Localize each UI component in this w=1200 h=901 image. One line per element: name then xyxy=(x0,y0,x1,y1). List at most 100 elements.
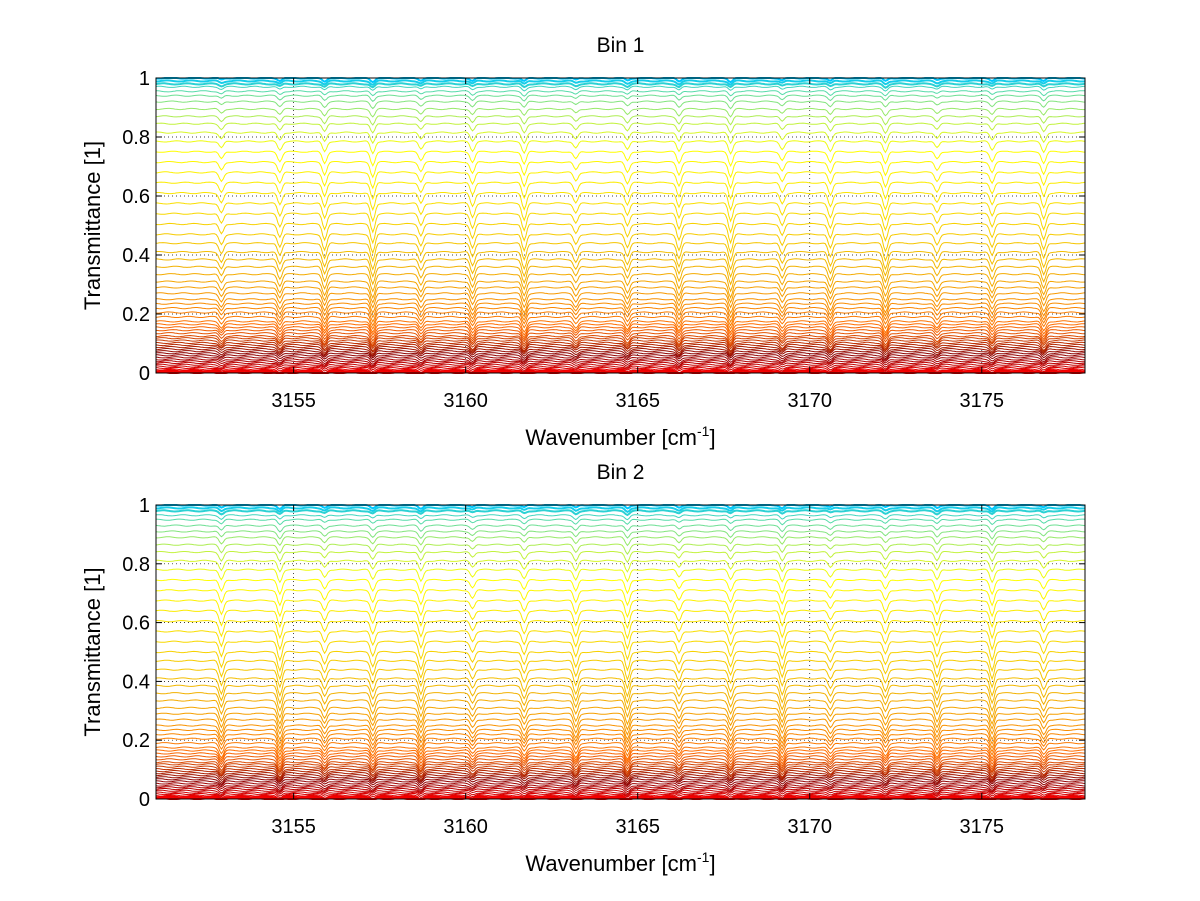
y-tick-label: 0.6 xyxy=(122,186,150,208)
series-line xyxy=(155,568,1086,584)
y-axis-label: Transmittance [1] xyxy=(80,141,105,310)
series-line xyxy=(155,286,1086,304)
series-line xyxy=(155,684,1086,705)
series-line xyxy=(155,171,1086,190)
series-line xyxy=(155,692,1086,713)
series-line xyxy=(155,292,1086,309)
y-tick-label: 0.4 xyxy=(122,671,150,693)
series-line xyxy=(156,749,1085,763)
series-line xyxy=(156,298,1086,315)
series-line xyxy=(155,792,1086,799)
series-line xyxy=(155,332,1086,345)
series-line xyxy=(156,559,1085,573)
series-line xyxy=(155,796,1086,801)
series-line xyxy=(156,280,1086,300)
series-line xyxy=(155,551,1086,564)
series-line xyxy=(155,776,1086,785)
series-line xyxy=(155,787,1086,795)
series-line xyxy=(155,107,1086,118)
series-line xyxy=(155,334,1086,347)
y-tick-label: 0.6 xyxy=(122,613,150,635)
series-line xyxy=(155,315,1086,330)
series-line xyxy=(155,758,1085,771)
series-line xyxy=(155,94,1086,103)
x-tick-label: 3175 xyxy=(960,390,1005,412)
chart-bin-1: 3155 3160 3165 3170 3175 0 0.2 0.4 0.6 0.8 1 Bin 1 W… xyxy=(80,34,1086,450)
series-line xyxy=(155,659,1086,682)
series-line xyxy=(155,769,1086,780)
series-line xyxy=(155,789,1086,796)
series-line xyxy=(155,222,1085,245)
series-line xyxy=(155,82,1086,89)
series-line xyxy=(156,737,1085,753)
series-line xyxy=(155,358,1086,366)
y-tick-label: 0 xyxy=(139,789,150,811)
y-tick-label: 1 xyxy=(139,68,150,90)
x-axis-label: Wavenumber [cm-1] xyxy=(525,423,715,450)
series-line xyxy=(155,518,1086,526)
series-line xyxy=(155,341,1086,353)
series-line xyxy=(155,250,1086,271)
series-line xyxy=(155,728,1086,746)
x-axis-label: Wavenumber [cm-1] xyxy=(525,849,715,876)
series-line xyxy=(155,320,1086,334)
series-line xyxy=(156,365,1086,372)
chart-bin-2: 3155 3160 3165 3170 3175 0 0.2 0.4 0.6 0.8 1 Bin 2 W… xyxy=(80,461,1086,876)
series-line xyxy=(155,100,1086,110)
axes-box xyxy=(155,504,1086,800)
series-line xyxy=(155,370,1086,374)
series-line xyxy=(155,242,1086,263)
series-line xyxy=(155,742,1086,757)
series-line xyxy=(155,514,1086,521)
series-line xyxy=(155,668,1086,690)
series-line xyxy=(155,752,1086,766)
series-line xyxy=(155,360,1086,367)
series-line xyxy=(155,350,1086,358)
series-line xyxy=(155,329,1086,342)
series-line xyxy=(155,212,1086,234)
series-line xyxy=(156,791,1086,797)
series-line xyxy=(156,369,1085,375)
x-tick-label: 3160 xyxy=(443,390,488,412)
series-line xyxy=(155,343,1086,354)
y-tick-label: 1 xyxy=(139,495,150,517)
series-line xyxy=(155,366,1086,373)
series-line xyxy=(155,79,1086,86)
series-line xyxy=(155,302,1086,319)
series-line xyxy=(155,677,1086,698)
series-line xyxy=(155,181,1086,201)
x-tick-label: 3165 xyxy=(615,390,660,412)
series-line xyxy=(155,774,1086,783)
series-line xyxy=(155,724,1086,741)
series-line xyxy=(155,784,1086,792)
series-line xyxy=(155,763,1086,775)
series-line xyxy=(155,258,1086,279)
series-line xyxy=(155,273,1086,293)
x-tick-label: 3160 xyxy=(443,816,488,838)
series-line xyxy=(155,202,1086,223)
series-line xyxy=(155,85,1086,92)
series-line xyxy=(155,323,1086,336)
series-line xyxy=(155,619,1086,640)
series-line xyxy=(155,345,1086,355)
series-line xyxy=(155,650,1086,673)
x-tick-label: 3170 xyxy=(787,390,832,412)
series-group xyxy=(155,77,1086,375)
series-line xyxy=(155,506,1086,514)
series-line xyxy=(155,778,1086,786)
series-line xyxy=(156,311,1085,327)
series-line xyxy=(155,354,1086,362)
series-line xyxy=(155,640,1086,662)
series-line xyxy=(155,780,1086,787)
series-line xyxy=(156,131,1085,145)
series-line xyxy=(155,578,1086,596)
series-line xyxy=(155,361,1086,368)
axes-box xyxy=(155,77,1086,374)
series-line xyxy=(155,755,1086,769)
series-line xyxy=(155,765,1085,777)
plot-area xyxy=(156,78,1085,373)
series-line xyxy=(155,363,1086,370)
x-tick-label: 3170 xyxy=(787,816,832,838)
y-tick-label: 0.4 xyxy=(122,245,150,267)
